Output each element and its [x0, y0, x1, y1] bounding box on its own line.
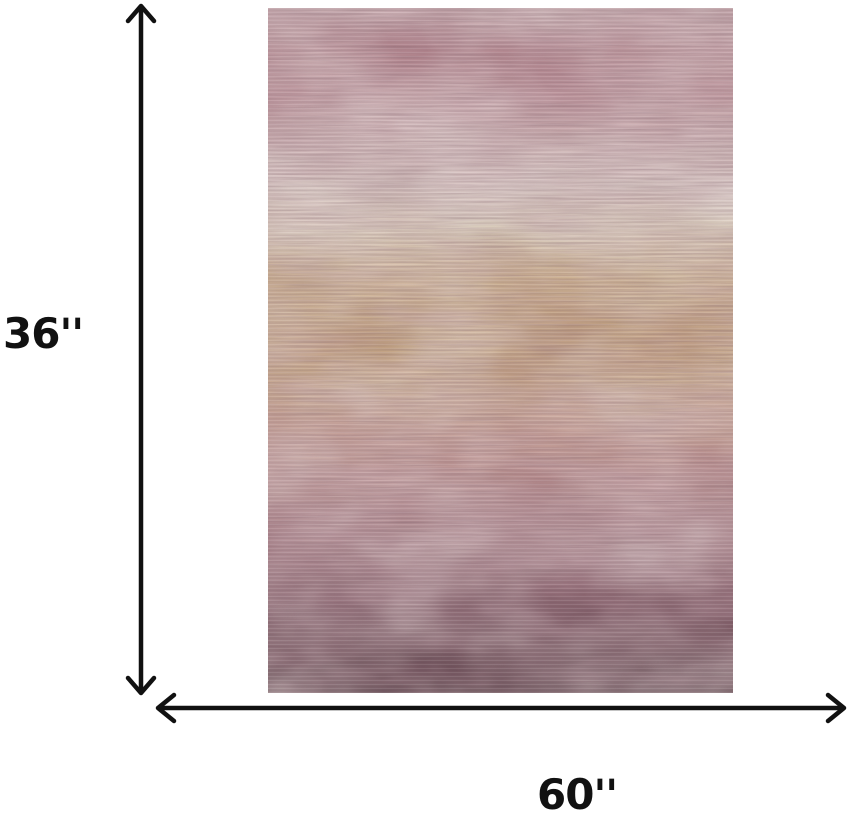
height-dimension-arrow [125, 3, 157, 696]
rug-texture [268, 8, 733, 693]
rug-brushstroke-grain [268, 8, 733, 693]
arrow-right-icon [825, 692, 847, 724]
arrow-down-icon [125, 675, 157, 696]
height-dimension-label: 36'' [3, 309, 84, 358]
width-dimension-label: 60'' [537, 770, 618, 819]
width-dimension-arrow [155, 692, 847, 724]
rug-product-image [268, 8, 733, 693]
arrow-left-icon [155, 692, 177, 724]
arrow-up-icon [125, 3, 157, 24]
